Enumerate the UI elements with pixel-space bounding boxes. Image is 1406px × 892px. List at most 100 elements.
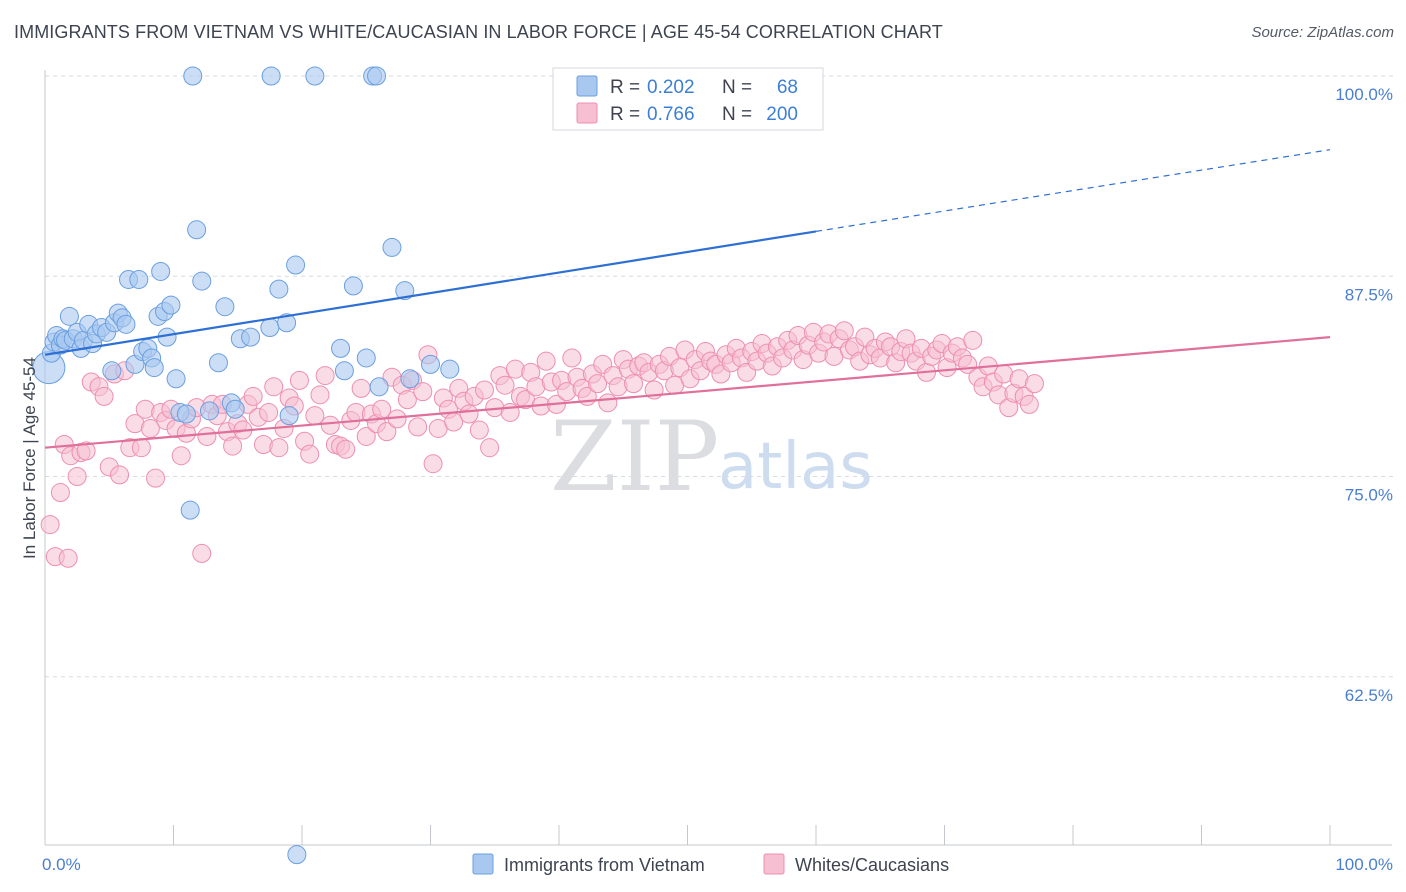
point-whites-21 (146, 468, 166, 488)
legend-r-label-2: R = (610, 104, 640, 125)
point-vietnam-21 (116, 314, 136, 334)
point-vietnam-50 (269, 279, 289, 299)
point-whites-58 (336, 439, 356, 459)
point-vietnam-64 (395, 281, 415, 301)
point-whites-111 (608, 377, 628, 397)
legend-r-label-1: R = (610, 77, 640, 98)
point-whites-55 (320, 415, 340, 435)
point-vietnam-67 (440, 359, 460, 379)
series-whites-points (40, 321, 1044, 568)
y-tick-labels: 62.5% 75.0% 87.5% 100.0% (1335, 85, 1393, 705)
point-whites-43 (259, 402, 279, 422)
point-vietnam-61 (367, 66, 387, 86)
y-tick-label-3: 100.0% (1335, 85, 1393, 104)
point-whites-52 (305, 406, 325, 426)
point-vietnam-47 (241, 327, 261, 347)
bottom-legend-label-vietnam: Immigrants from Vietnam (504, 855, 705, 875)
point-whites-4 (58, 548, 78, 568)
x-tick-label-1: 100.0% (1335, 855, 1393, 874)
point-whites-107 (588, 374, 608, 394)
trend-line-vietnam (44, 230, 817, 356)
watermark: ZIP atlas (550, 401, 873, 513)
point-vietnam-51 (277, 313, 297, 333)
point-vietnam-34 (166, 369, 186, 389)
point-whites-42 (253, 434, 273, 454)
point-vietnam-43 (215, 297, 235, 317)
legend-r-value-2: 0.766 (647, 104, 695, 125)
point-vietnam-57 (334, 361, 354, 381)
point-vietnam-63 (382, 237, 402, 257)
point-vietnam-42 (208, 353, 228, 373)
point-whites-191 (1019, 394, 1039, 414)
point-vietnam-30 (151, 261, 171, 281)
point-vietnam-52 (279, 406, 299, 426)
point-whites-6 (67, 467, 87, 487)
point-whites-70 (397, 390, 417, 410)
point-vietnam-24 (129, 269, 149, 289)
bottom-legend-label-whites: Whites/Caucasians (795, 855, 949, 875)
point-whites-30 (192, 543, 212, 563)
point-whites-84 (469, 420, 489, 440)
y-tick-label-0: 62.5% (1345, 686, 1393, 705)
point-whites-73 (413, 382, 433, 402)
point-vietnam-33 (161, 295, 181, 315)
point-vietnam-45 (225, 399, 245, 419)
point-whites-14 (110, 465, 130, 485)
point-whites-8 (76, 441, 96, 461)
point-vietnam-58 (343, 276, 363, 296)
legend-box (552, 67, 824, 131)
trend-lines (44, 149, 1331, 449)
point-vietnam-7 (59, 306, 79, 326)
legend-n-label-1: N = (722, 77, 752, 98)
point-vietnam-28 (144, 358, 164, 378)
point-whites-75 (423, 454, 443, 474)
point-vietnam-66 (421, 354, 440, 374)
point-vietnam-49 (261, 66, 281, 86)
point-whites-40 (243, 386, 263, 406)
legend-swatch-pink (576, 102, 598, 124)
point-vietnam-62 (369, 377, 389, 397)
point-whites-11 (94, 386, 114, 406)
point-whites-45 (269, 438, 289, 458)
legend-n-label-2: N = (722, 104, 752, 125)
point-whites-2 (50, 483, 70, 503)
x-tick-label-0: 0.0% (42, 855, 81, 874)
point-whites-26 (171, 446, 191, 466)
point-whites-44 (264, 377, 284, 397)
point-whites-18 (131, 438, 151, 458)
point-whites-109 (598, 393, 618, 413)
point-vietnam-36 (176, 404, 196, 424)
legend-r-value-1: 0.202 (647, 77, 695, 98)
x-tick-labels: 0.0% 100.0% (42, 855, 1393, 874)
point-whites-82 (459, 404, 479, 424)
point-whites-49 (289, 370, 309, 390)
legend-n-value-1: 68 (777, 77, 798, 98)
source-note: Source: ZipAtlas.com (1251, 24, 1394, 41)
point-whites-66 (377, 422, 397, 442)
point-vietnam-38 (183, 66, 203, 86)
trend-line-whites (44, 336, 1331, 449)
point-vietnam-55 (305, 66, 325, 86)
series-legend: Immigrants from Vietnam Whites/Caucasian… (472, 853, 949, 875)
legend-n-value-2: 200 (766, 104, 798, 125)
point-vietnam-65 (400, 369, 420, 389)
axes (44, 70, 1392, 846)
watermark-zip: ZIP (550, 401, 719, 513)
point-vietnam-37 (180, 500, 200, 520)
point-whites-54 (315, 366, 335, 386)
point-whites-97 (536, 351, 556, 371)
point-whites-114 (624, 374, 644, 394)
point-whites-155 (834, 321, 854, 341)
stats-legend: R = 0.202 N = 68 R = 0.766 N = 200 (552, 67, 824, 131)
point-whites-102 (562, 348, 582, 368)
y-tick-label-1: 75.0% (1345, 486, 1393, 505)
bottom-legend-swatch-pink (763, 853, 785, 875)
point-whites-85 (474, 380, 494, 400)
point-whites-91 (505, 359, 525, 379)
point-whites-61 (351, 378, 371, 398)
point-whites-180 (963, 330, 983, 350)
point-whites-53 (310, 385, 330, 405)
point-vietnam-40 (192, 271, 212, 291)
point-vietnam-48 (260, 318, 280, 338)
